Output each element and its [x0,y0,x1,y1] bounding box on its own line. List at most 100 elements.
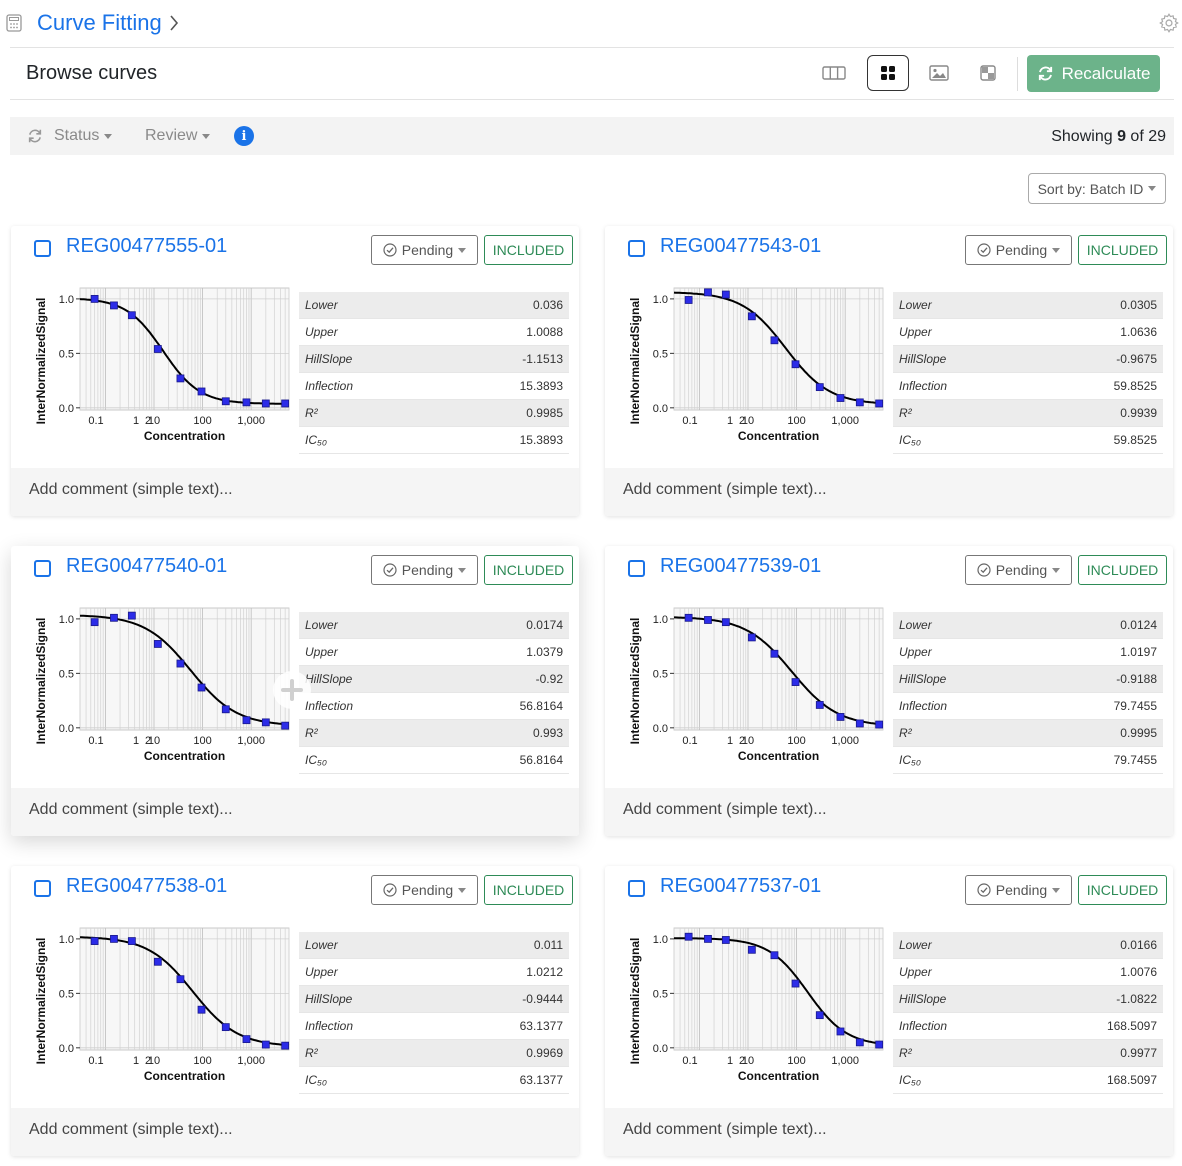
grid-view-button[interactable] [867,55,909,91]
comment-input[interactable]: Add comment (simple text)... [11,788,579,836]
inclusion-badge[interactable]: INCLUDED [1078,555,1167,585]
inclusion-badge[interactable]: INCLUDED [1078,235,1167,265]
batch-id-link[interactable]: REG00477540-01 [66,555,228,577]
data-point[interactable] [875,399,884,408]
data-point[interactable] [127,937,136,945]
info-icon[interactable]: i [234,126,254,146]
status-dropdown[interactable]: Pending [965,555,1072,585]
batch-id-link[interactable]: REG00477538-01 [66,875,228,897]
data-point[interactable] [221,397,230,406]
data-point[interactable] [281,1041,290,1050]
data-point[interactable] [90,618,99,627]
dose-response-chart[interactable]: 1.0 0.5 0.0 0.1 1 210 100 1,000 Concentration Int… [615,276,895,454]
batch-id-link[interactable]: REG00477543-01 [660,235,822,257]
batch-id-link[interactable]: REG00477555-01 [66,235,228,257]
data-point[interactable] [791,360,800,369]
data-point[interactable] [704,288,712,297]
data-point[interactable] [770,951,779,960]
data-point[interactable] [721,936,730,944]
inclusion-badge[interactable]: INCLUDED [484,235,573,265]
chevron-right-icon[interactable] [168,13,180,33]
image-view-button[interactable] [918,55,960,91]
status-dropdown[interactable]: Pending [371,235,478,265]
data-point[interactable] [836,394,845,402]
select-checkbox[interactable] [628,560,645,577]
data-point[interactable] [791,979,800,988]
data-point[interactable] [153,345,162,353]
data-point[interactable] [261,718,270,727]
status-filter-dropdown[interactable]: Status [27,127,113,145]
data-point[interactable] [110,934,118,943]
batch-id-link[interactable]: REG00477539-01 [660,555,822,577]
data-point[interactable] [791,678,800,686]
select-checkbox[interactable] [628,880,645,897]
status-dropdown[interactable]: Pending [965,875,1072,905]
dose-response-chart[interactable]: 1.0 0.5 0.0 0.1 1 210 100 1,000 Concentration Int… [615,916,895,1094]
data-point[interactable] [721,618,730,627]
review-filter-dropdown[interactable]: Review [145,127,211,145]
data-point[interactable] [747,312,756,321]
inclusion-badge[interactable]: INCLUDED [484,875,573,905]
recalculate-button[interactable]: Recalculate [1027,55,1160,92]
comment-input[interactable]: Add comment (simple text)... [11,468,579,516]
dose-response-chart[interactable]: 1.0 0.5 0.0 0.1 1 210 100 1,000 Concentration Int… [21,916,301,1094]
comment-input[interactable]: Add comment (simple text)... [605,788,1173,836]
data-point[interactable] [855,1038,864,1047]
data-point[interactable] [684,613,693,622]
data-point[interactable] [221,1023,230,1032]
data-point[interactable] [261,399,270,408]
data-point[interactable] [875,1040,884,1049]
data-point[interactable] [242,398,251,407]
inclusion-badge[interactable]: INCLUDED [1078,875,1167,905]
batch-id-link[interactable]: REG00477537-01 [660,875,822,897]
data-point[interactable] [261,1040,270,1049]
data-point[interactable] [684,296,693,304]
data-point[interactable] [747,633,756,642]
status-dropdown[interactable]: Pending [965,235,1072,265]
dose-response-chart[interactable]: 1.0 0.5 0.0 0.1 1 210 100 1,000 Concentration Int… [615,596,895,774]
data-point[interactable] [127,611,136,620]
data-point[interactable] [855,398,864,407]
select-checkbox[interactable] [34,240,51,257]
data-point[interactable] [875,720,884,729]
dose-response-chart[interactable]: 1.0 0.5 0.0 0.1 1 210 100 1,000 Concentration Int… [21,276,301,454]
compare-view-button[interactable] [967,55,1009,91]
data-point[interactable] [90,294,99,303]
data-point[interactable] [197,387,206,396]
sort-dropdown[interactable]: Sort by: Batch ID [1028,173,1166,204]
data-point[interactable] [197,683,206,692]
comment-input[interactable]: Add comment (simple text)... [605,1108,1173,1156]
page-title[interactable]: Curve Fitting [37,10,162,35]
data-point[interactable] [242,1035,251,1044]
status-dropdown[interactable]: Pending [371,555,478,585]
data-point[interactable] [704,616,712,624]
gear-icon[interactable] [1158,12,1180,34]
data-point[interactable] [815,701,824,709]
data-point[interactable] [242,716,251,725]
data-point[interactable] [110,301,118,310]
data-point[interactable] [176,659,185,668]
data-point[interactable] [281,721,290,730]
data-point[interactable] [684,932,693,941]
data-point[interactable] [176,975,185,984]
data-point[interactable] [836,1027,845,1036]
data-point[interactable] [281,399,290,408]
status-dropdown[interactable]: Pending [371,875,478,905]
data-point[interactable] [815,383,824,392]
comment-input[interactable]: Add comment (simple text)... [11,1108,579,1156]
inclusion-badge[interactable]: INCLUDED [484,555,573,585]
select-checkbox[interactable] [628,240,645,257]
data-point[interactable] [110,613,118,622]
select-checkbox[interactable] [34,560,51,577]
data-point[interactable] [815,1011,824,1020]
data-point[interactable] [836,713,845,721]
columns-view-button[interactable] [813,55,855,91]
data-point[interactable] [855,719,864,728]
dose-response-chart[interactable]: 1.0 0.5 0.0 0.1 1 210 100 1,000 Concentration Int… [21,596,301,774]
data-point[interactable] [770,336,779,345]
data-point[interactable] [197,1005,206,1014]
data-point[interactable] [747,945,756,954]
data-point[interactable] [704,934,712,943]
data-point[interactable] [221,705,230,714]
select-checkbox[interactable] [34,880,51,897]
